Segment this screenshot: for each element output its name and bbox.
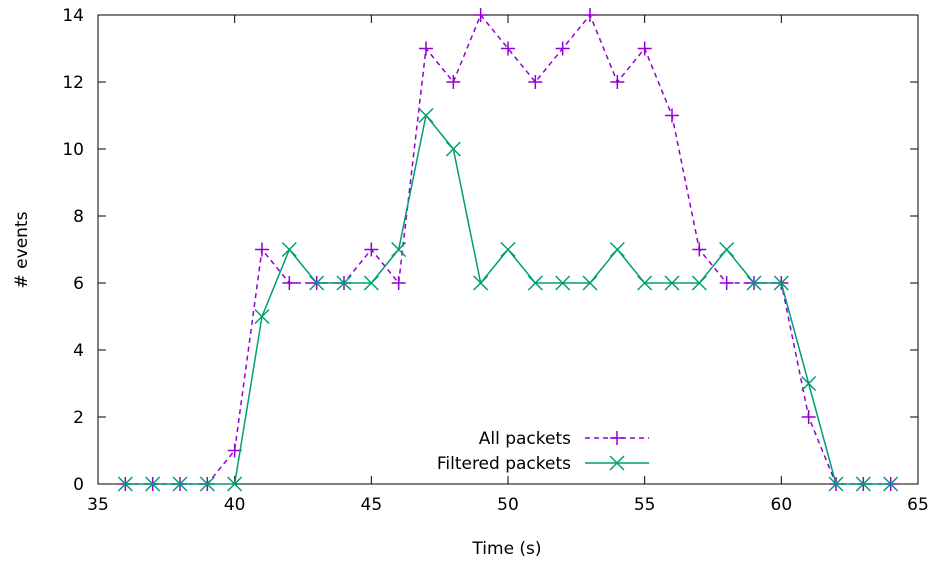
data-point xyxy=(172,476,188,492)
data-point xyxy=(473,275,489,291)
data-point xyxy=(719,241,735,258)
data-point xyxy=(664,275,680,291)
data-point xyxy=(637,275,653,291)
legend-marker xyxy=(609,455,625,471)
data-point xyxy=(528,75,543,89)
data-point xyxy=(117,476,133,492)
data-point xyxy=(665,108,679,123)
y-tick-label: 4 xyxy=(73,341,84,361)
y-tick-label: 2 xyxy=(73,408,84,428)
x-tick-label: 55 xyxy=(634,495,656,515)
legend-label: All packets xyxy=(479,429,571,449)
legend-item: All packets xyxy=(479,429,649,449)
data-point xyxy=(145,476,161,492)
data-point xyxy=(883,476,899,492)
data-point xyxy=(773,275,789,291)
legend-marker xyxy=(610,431,624,445)
data-point xyxy=(746,275,762,291)
y-axis: 0 2 4 6 8 10 12 14 xyxy=(62,6,918,495)
data-point xyxy=(227,476,243,492)
x-tick-label: 45 xyxy=(361,495,383,515)
data-point xyxy=(364,242,379,257)
legend-label: Filtered packets xyxy=(437,454,571,474)
x-tick-label: 65 xyxy=(907,495,929,515)
y-axis-label: # events xyxy=(12,211,32,288)
data-point xyxy=(828,476,844,492)
x-tick-label: 50 xyxy=(497,495,519,515)
x-tick-label: 40 xyxy=(224,495,246,515)
y-tick-label: 14 xyxy=(62,6,84,26)
data-point xyxy=(255,242,269,257)
x-tick-label: 35 xyxy=(87,495,109,515)
data-point xyxy=(801,410,816,424)
data-point xyxy=(637,41,652,56)
data-point xyxy=(555,275,571,291)
data-point xyxy=(445,141,461,157)
data-point xyxy=(363,275,379,291)
data-point xyxy=(473,8,488,22)
series-layer xyxy=(117,8,899,492)
data-point xyxy=(418,107,434,124)
data-point xyxy=(692,242,707,257)
legend: All packets Filtered packets xyxy=(437,429,649,474)
data-point xyxy=(500,241,516,258)
data-point xyxy=(582,275,598,291)
y-tick-label: 10 xyxy=(62,140,84,160)
x-axis-label: Time (s) xyxy=(471,539,541,559)
data-point xyxy=(391,276,406,290)
data-point xyxy=(583,8,597,22)
data-point xyxy=(501,41,515,56)
data-point xyxy=(801,375,817,392)
data-point xyxy=(419,41,433,56)
y-tick-label: 0 xyxy=(73,475,84,495)
data-point xyxy=(446,75,461,89)
legend-item: Filtered packets xyxy=(437,454,649,474)
data-point xyxy=(610,75,625,89)
data-point xyxy=(527,275,543,291)
data-point xyxy=(555,41,570,56)
data-point xyxy=(391,241,407,258)
y-tick-label: 6 xyxy=(73,274,84,294)
data-point xyxy=(227,443,242,458)
data-point xyxy=(309,275,325,291)
data-point xyxy=(199,476,215,492)
data-point xyxy=(336,275,352,291)
series-filtered-packets xyxy=(117,107,899,492)
data-point xyxy=(282,276,297,290)
data-point xyxy=(855,476,871,492)
data-point xyxy=(719,276,734,290)
data-point xyxy=(254,308,270,325)
x-axis: 35 40 45 50 55 60 65 xyxy=(87,15,929,515)
data-point xyxy=(691,275,707,291)
data-point xyxy=(609,241,625,258)
x-tick-label: 60 xyxy=(771,495,793,515)
data-point xyxy=(281,241,297,258)
y-tick-label: 8 xyxy=(73,207,84,227)
y-tick-label: 12 xyxy=(62,73,84,93)
